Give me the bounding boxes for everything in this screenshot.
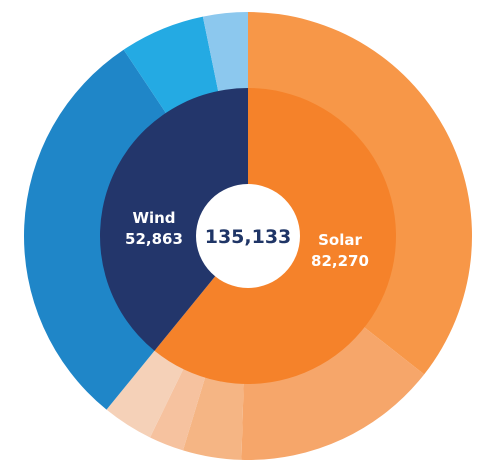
outer-slice-wind-5 xyxy=(24,49,168,410)
outer-slice-solar-4 xyxy=(106,348,185,438)
outer-slice-solar-3 xyxy=(150,366,206,451)
outer-slice-solar-2 xyxy=(182,374,244,460)
center-hole xyxy=(196,184,300,288)
inner-slice-wind xyxy=(99,88,248,351)
solar-label: Solar xyxy=(318,231,362,249)
total-value: 135,133 xyxy=(205,226,292,248)
outer-slice-solar-0 xyxy=(248,12,473,375)
wind-value: 52,863 xyxy=(125,230,183,248)
wind-label: Wind xyxy=(132,209,175,227)
outer-slice-wind-7 xyxy=(202,12,248,94)
solar-value: 82,270 xyxy=(311,252,369,270)
outer-slice-solar-1 xyxy=(241,325,425,460)
outer-ring xyxy=(24,12,473,460)
outer-slice-wind-6 xyxy=(123,16,219,116)
